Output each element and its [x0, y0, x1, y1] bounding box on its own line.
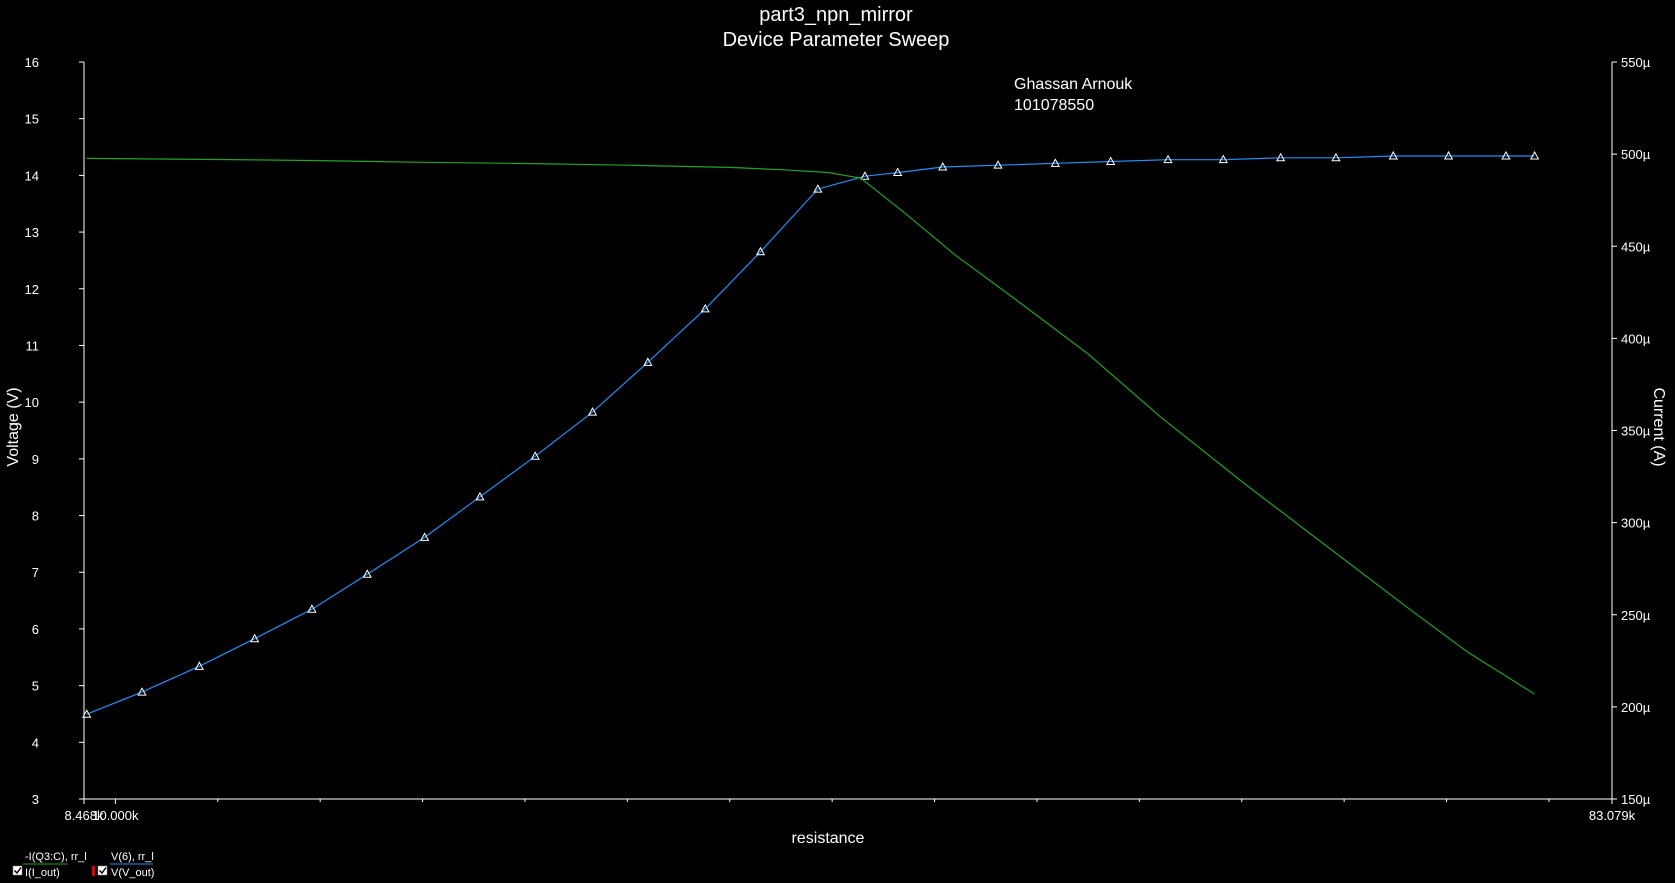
- series-line-0: [86, 155, 1535, 715]
- data-point-marker: [1163, 154, 1173, 164]
- left-tick-label: 11: [26, 338, 40, 353]
- data-point-marker: [475, 491, 485, 501]
- data-point-marker: [194, 661, 204, 670]
- y-axis-left-label: Voltage (V): [5, 387, 22, 466]
- x-tick-label: 83.079k: [1589, 808, 1636, 823]
- x-tick-label: 8.468k: [64, 808, 104, 823]
- left-tick-label: 7: [32, 565, 39, 580]
- left-tick-label: 13: [25, 225, 39, 240]
- series-layer: [82, 150, 1540, 718]
- left-tick-label: 8: [32, 509, 39, 524]
- left-tick-label: 16: [25, 55, 39, 70]
- left-tick-label: 10: [25, 395, 39, 410]
- right-tick-label: 450µ: [1621, 239, 1651, 254]
- left-tick-label: 3: [32, 792, 39, 807]
- data-point-marker: [249, 633, 260, 643]
- data-point-marker: [82, 709, 92, 718]
- legend-current-checkbox[interactable]: [12, 865, 23, 876]
- y-axis-right-label: Current (A): [1650, 387, 1667, 466]
- data-point-marker: [1388, 150, 1398, 160]
- data-point-marker: [1276, 152, 1286, 162]
- data-point-marker: [643, 357, 653, 366]
- legend-item-voltage[interactable]: V(6), rr_l V(V_out): [92, 851, 154, 879]
- chart-subtitle: Device Parameter Sweep: [723, 29, 950, 51]
- legend-current-label: I(I_out): [25, 867, 60, 879]
- axes: [83, 62, 1613, 800]
- data-point-marker: [893, 167, 903, 177]
- left-axis-ticks: 3 4 5 6 7 8 9 10 11 12 13 14 15 16: [25, 55, 84, 807]
- right-axis-ticks: 150µ 200µ 250µ 300µ 350µ 400µ 450µ 500µ 550µ: [1612, 55, 1651, 807]
- data-point-marker: [1050, 158, 1061, 167]
- check-icon: [14, 867, 22, 875]
- data-point-marker: [700, 303, 710, 313]
- left-tick-label: 5: [32, 679, 39, 694]
- legend-item-current[interactable]: -I(Q3:C), rr_l I(I_out): [12, 851, 87, 879]
- data-point-marker: [1331, 152, 1341, 162]
- series-line-1: [86, 157, 1535, 695]
- legend-voltage-marker: [92, 866, 95, 876]
- data-point-marker: [1106, 156, 1116, 165]
- left-tick-label: 4: [32, 735, 39, 750]
- x-axis-label: resistance: [792, 830, 865, 847]
- data-point-marker: [362, 569, 372, 578]
- data-point-marker: [938, 161, 948, 171]
- data-point-marker: [587, 407, 598, 416]
- data-point-marker: [530, 451, 540, 460]
- left-tick-label: 12: [25, 282, 39, 297]
- left-tick-label: 15: [25, 112, 39, 127]
- data-point-marker: [1218, 154, 1228, 164]
- legend-voltage-trace-name: V(6), rr_l: [111, 851, 154, 863]
- right-tick-label: 250µ: [1621, 608, 1651, 623]
- legend-voltage-label: V(V_out): [111, 867, 154, 879]
- data-point-marker: [993, 160, 1003, 169]
- data-point-marker: [1501, 150, 1511, 160]
- left-tick-label: 9: [32, 452, 39, 467]
- annotation-id: 101078550: [1014, 97, 1094, 114]
- right-tick-label: 350µ: [1621, 424, 1651, 439]
- chart-title: part3_npn_mirror: [759, 4, 913, 26]
- data-point-marker: [1443, 150, 1454, 160]
- legend: -I(Q3:C), rr_l I(I_out) V(6), rr_l V(V_o…: [12, 851, 154, 879]
- right-tick-label: 300µ: [1621, 516, 1651, 531]
- legend-voltage-checkbox[interactable]: [97, 865, 108, 876]
- data-point-marker: [307, 604, 317, 613]
- data-point-marker: [137, 687, 147, 696]
- data-point-marker: [419, 532, 430, 541]
- data-point-marker: [860, 171, 870, 180]
- right-tick-label: 550µ: [1621, 55, 1651, 70]
- left-tick-label: 14: [25, 168, 39, 183]
- right-tick-label: 150µ: [1621, 792, 1651, 807]
- x-tick-label: 10.000k: [92, 808, 139, 823]
- data-point-marker: [1529, 150, 1540, 160]
- left-tick-label: 6: [32, 622, 39, 637]
- legend-current-trace-name: -I(Q3:C), rr_l: [25, 851, 87, 863]
- check-icon: [99, 867, 107, 875]
- data-point-marker: [755, 246, 766, 256]
- data-point-marker: [813, 184, 823, 193]
- annotation-name: Ghassan Arnouk: [1014, 76, 1133, 93]
- right-tick-label: 400µ: [1621, 331, 1651, 346]
- right-tick-label: 200µ: [1621, 700, 1651, 715]
- right-tick-label: 500µ: [1621, 147, 1651, 162]
